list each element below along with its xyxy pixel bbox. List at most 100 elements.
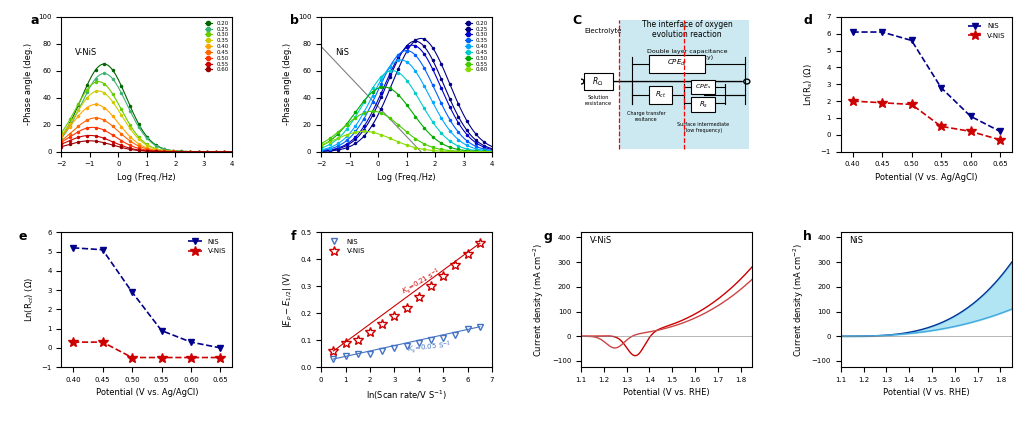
- NiS: [450, 332, 462, 337]
- 0.40: [460, 142, 472, 147]
- 0.40: [420, 87, 432, 92]
- 0.30: [470, 141, 482, 146]
- Legend: 0.20, 0.25, 0.30, 0.35, 0.40, 0.45, 0.50, 0.55, 0.60: 0.20, 0.25, 0.30, 0.35, 0.40, 0.45, 0.50…: [464, 20, 490, 73]
- 0.35: [315, 148, 327, 153]
- Line: 0.50: 0.50: [320, 86, 494, 153]
- Line: NiS: NiS: [849, 29, 1004, 135]
- V-NiS: [364, 330, 376, 335]
- 0.45: [200, 149, 213, 154]
- Text: V-NiS: V-NiS: [590, 236, 612, 246]
- Y-axis label: Ln(R$_{ct}$) ($\Omega$): Ln(R$_{ct}$) ($\Omega$): [24, 277, 36, 322]
- 0.55: [417, 141, 429, 146]
- FancyBboxPatch shape: [691, 79, 715, 95]
- Legend: NiS, V-NiS: NiS, V-NiS: [965, 20, 1009, 41]
- NiS: [67, 245, 80, 250]
- Text: $K_s$=0.05 S$^{-1}$: $K_s$=0.05 S$^{-1}$: [407, 339, 452, 356]
- 0.55: [460, 149, 472, 154]
- 0.20: [98, 62, 110, 67]
- 0.55: [417, 141, 429, 146]
- NiS: [327, 357, 339, 362]
- 0.35: [470, 144, 482, 149]
- Text: $CPE_s$: $CPE_s$: [695, 82, 711, 92]
- Text: a: a: [31, 14, 39, 27]
- 0.30: [92, 79, 104, 84]
- Line: 0.60: 0.60: [60, 140, 233, 153]
- 0.45: [470, 148, 482, 153]
- 0.35: [486, 148, 499, 153]
- Text: $K_s$=0.21 s$^{-1}$: $K_s$=0.21 s$^{-1}$: [400, 266, 443, 298]
- 0.35: [160, 149, 173, 154]
- FancyBboxPatch shape: [649, 86, 672, 104]
- X-axis label: Potential (V vs. Ag/AgCl): Potential (V vs. Ag/AgCl): [95, 388, 198, 398]
- Text: g: g: [544, 230, 552, 243]
- 0.60: [211, 149, 223, 154]
- Legend: 0.20, 0.25, 0.30, 0.35, 0.40, 0.45, 0.50, 0.55, 0.60: 0.20, 0.25, 0.30, 0.35, 0.40, 0.45, 0.50…: [204, 20, 230, 73]
- V-NiS: [67, 340, 80, 345]
- 0.35: [417, 64, 429, 69]
- 0.35: [200, 149, 213, 154]
- 0.50: [55, 140, 67, 145]
- Line: 0.25: 0.25: [320, 40, 494, 152]
- V-NiS: [425, 284, 437, 289]
- 0.55: [316, 141, 328, 146]
- 0.45: [315, 146, 327, 151]
- NiS: [876, 30, 888, 35]
- 0.45: [417, 103, 429, 108]
- 0.25: [315, 149, 327, 154]
- 0.55: [470, 149, 482, 154]
- 0.40: [157, 149, 170, 154]
- 0.30: [316, 149, 328, 154]
- Text: e: e: [18, 230, 28, 243]
- V-NiS: [462, 252, 474, 257]
- V-NiS: [352, 338, 364, 343]
- Text: NiS: NiS: [849, 236, 864, 246]
- 0.50: [486, 149, 499, 154]
- 0.20: [420, 38, 432, 43]
- 0.60: [84, 138, 96, 143]
- 0.50: [87, 125, 99, 130]
- 0.55: [157, 149, 170, 154]
- Line: 0.55: 0.55: [60, 134, 233, 153]
- NiS: [905, 38, 918, 43]
- Line: V-NiS: V-NiS: [848, 96, 1005, 145]
- 0.45: [226, 149, 238, 154]
- 0.35: [56, 132, 68, 137]
- Text: Electrolyte: Electrolyte: [585, 28, 621, 34]
- 0.40: [200, 149, 213, 154]
- 0.25: [409, 38, 421, 43]
- 0.45: [55, 138, 67, 143]
- V-NiS: [126, 355, 138, 360]
- 0.30: [200, 149, 213, 154]
- 0.25: [470, 138, 482, 143]
- 0.60: [157, 149, 170, 154]
- NiS: [155, 328, 168, 333]
- Text: Solution
resistance: Solution resistance: [585, 95, 612, 106]
- Line: 0.55: 0.55: [320, 110, 494, 153]
- 0.40: [160, 149, 173, 154]
- 0.45: [56, 138, 68, 143]
- V-NiS: [215, 355, 227, 360]
- 0.35: [55, 133, 67, 138]
- X-axis label: Log (Freq./Hz): Log (Freq./Hz): [118, 173, 176, 182]
- 0.30: [211, 149, 223, 154]
- NiS: [388, 346, 401, 351]
- 0.35: [420, 70, 432, 75]
- 0.40: [157, 149, 170, 154]
- Line: NiS: NiS: [69, 244, 224, 352]
- Y-axis label: Current density (mA cm$^{-2}$): Current density (mA cm$^{-2}$): [531, 243, 547, 357]
- Line: 0.60: 0.60: [320, 130, 494, 153]
- 0.30: [315, 149, 327, 154]
- 0.20: [226, 149, 238, 154]
- Line: 0.30: 0.30: [320, 44, 494, 152]
- Text: V-NiS: V-NiS: [75, 48, 97, 57]
- 0.50: [420, 128, 432, 133]
- 0.30: [56, 130, 68, 135]
- 0.20: [415, 36, 427, 41]
- 0.55: [160, 149, 173, 154]
- 0.40: [55, 134, 67, 139]
- 0.25: [460, 126, 472, 131]
- Line: V-NiS: V-NiS: [328, 238, 484, 356]
- 0.45: [160, 149, 173, 154]
- 0.55: [157, 149, 170, 154]
- 0.55: [200, 149, 213, 154]
